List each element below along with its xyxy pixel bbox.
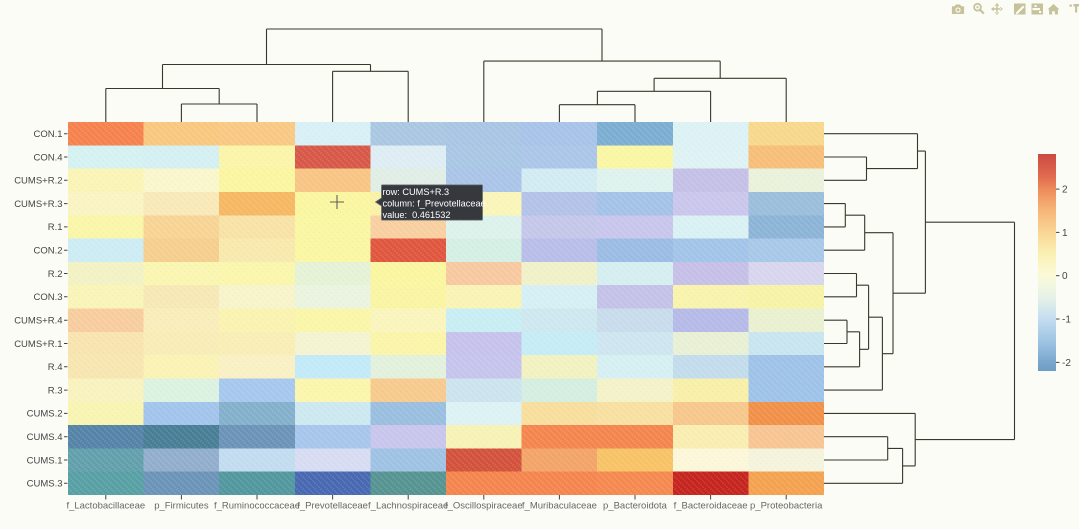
svg-text:f_Ruminococcaceae: f_Ruminococcaceae: [214, 501, 300, 512]
svg-text:f_Bacteroidaceae: f_Bacteroidaceae: [674, 501, 748, 512]
svg-text:CUMS.2: CUMS.2: [27, 409, 63, 420]
svg-text:p_Firmicutes: p_Firmicutes: [154, 501, 209, 512]
svg-text:R.2: R.2: [48, 269, 63, 280]
svg-text:f_Lachnospiraceae: f_Lachnospiraceae: [368, 501, 448, 512]
svg-text:CUMS.3: CUMS.3: [27, 479, 63, 490]
svg-text:f_Muribaculaceae: f_Muribaculaceae: [522, 501, 597, 512]
svg-text:1: 1: [1062, 228, 1068, 239]
svg-text:p_Proteobacteria: p_Proteobacteria: [750, 501, 823, 512]
svg-text:CUMS+R.3: CUMS+R.3: [14, 199, 62, 210]
svg-text:R.4: R.4: [48, 362, 63, 373]
svg-text:-1: -1: [1062, 315, 1071, 326]
svg-text:row: CUMS+R.3: row: CUMS+R.3: [383, 187, 450, 197]
svg-text:2: 2: [1062, 185, 1068, 196]
svg-text:R.3: R.3: [48, 385, 63, 396]
svg-text:CON.3: CON.3: [33, 292, 62, 303]
svg-text:f_Lactobacillaceae: f_Lactobacillaceae: [66, 501, 145, 512]
svg-text:CUMS+R.1: CUMS+R.1: [14, 339, 62, 350]
svg-text:value: 0.461532: value: 0.461532: [383, 210, 451, 220]
svg-text:CUMS.4: CUMS.4: [27, 432, 63, 443]
svg-text:R.1: R.1: [48, 222, 63, 233]
svg-text:f_Prevotellaceae: f_Prevotellaceae: [297, 501, 368, 512]
svg-text:CUMS.1: CUMS.1: [27, 455, 63, 466]
svg-text:column: f_Prevotellaceae: column: f_Prevotellaceae: [383, 199, 486, 209]
svg-text:CON.2: CON.2: [33, 246, 62, 257]
svg-text:CON.1: CON.1: [33, 129, 62, 140]
svg-text:0: 0: [1062, 271, 1068, 282]
svg-text:CON.4: CON.4: [33, 152, 62, 163]
svg-text:CUMS+R.4: CUMS+R.4: [14, 316, 62, 327]
svg-text:CUMS+R.2: CUMS+R.2: [14, 176, 62, 187]
svg-text:p_Bacteroidota: p_Bacteroidota: [603, 501, 668, 512]
svg-text:f_Oscillospiraceae: f_Oscillospiraceae: [445, 501, 523, 512]
svg-text:-2: -2: [1062, 358, 1071, 369]
